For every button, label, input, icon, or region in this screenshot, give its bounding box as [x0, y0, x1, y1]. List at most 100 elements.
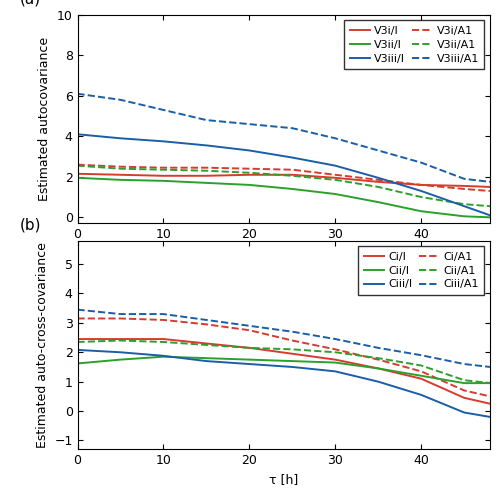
V3i/I	[74, 171, 80, 177]
V3iii/I	[418, 188, 424, 194]
Ci/I	[332, 356, 338, 362]
Cii/A1	[204, 342, 210, 348]
V3i/I	[290, 172, 296, 178]
Ciii/A1	[246, 323, 252, 329]
V3ii/A1	[332, 177, 338, 183]
Ciii/I	[74, 347, 80, 353]
Y-axis label: Estimated auto-cross-covariance: Estimated auto-cross-covariance	[36, 242, 49, 448]
Ciii/I	[246, 361, 252, 367]
V3iii/A1	[332, 136, 338, 141]
Line: V3i/I: V3i/I	[78, 174, 490, 187]
V3iii/A1	[418, 160, 424, 165]
Ciii/A1	[418, 352, 424, 358]
Ci/I	[487, 401, 493, 407]
Line: Cii/I: Cii/I	[78, 356, 490, 383]
V3i/A1	[418, 182, 424, 188]
Cii/A1	[246, 345, 252, 351]
Ci/A1	[246, 327, 252, 333]
X-axis label: τ [h]: τ [h]	[269, 247, 298, 260]
Ci/I	[160, 336, 166, 342]
Line: V3iii/I: V3iii/I	[78, 134, 490, 215]
V3i/A1	[376, 177, 382, 183]
Ciii/I	[290, 364, 296, 370]
Ci/A1	[418, 368, 424, 374]
V3i/I	[118, 172, 124, 178]
Ciii/I	[160, 353, 166, 359]
Ci/I	[290, 351, 296, 356]
V3i/I	[376, 179, 382, 185]
Cii/I	[74, 360, 80, 366]
Ci/A1	[74, 316, 80, 322]
Line: V3ii/A1: V3ii/A1	[78, 165, 490, 206]
V3i/A1	[290, 167, 296, 173]
Cii/A1	[160, 339, 166, 345]
V3ii/A1	[204, 168, 210, 174]
Cii/A1	[461, 377, 467, 383]
Legend: V3i/I, V3ii/I, V3iii/I, V3i/A1, V3ii/A1, V3iii/A1: V3i/I, V3ii/I, V3iii/I, V3i/A1, V3ii/A1,…	[344, 20, 484, 69]
Cii/I	[487, 380, 493, 386]
Ci/I	[118, 336, 124, 342]
Ciii/A1	[160, 311, 166, 317]
V3iii/A1	[160, 107, 166, 113]
V3ii/A1	[246, 170, 252, 176]
V3ii/I	[246, 182, 252, 188]
Ciii/A1	[487, 364, 493, 370]
V3ii/I	[332, 191, 338, 197]
V3iii/A1	[246, 121, 252, 127]
V3iii/I	[74, 131, 80, 137]
Ciii/A1	[118, 311, 124, 317]
V3iii/I	[290, 155, 296, 161]
Ci/A1	[118, 316, 124, 322]
Ci/A1	[160, 317, 166, 323]
Cii/A1	[118, 338, 124, 344]
Ciii/I	[332, 368, 338, 374]
V3iii/I	[487, 212, 493, 218]
V3ii/A1	[160, 167, 166, 173]
Ci/A1	[487, 393, 493, 399]
Ci/I	[204, 341, 210, 347]
V3i/A1	[204, 165, 210, 171]
V3iii/A1	[204, 117, 210, 123]
Ciii/A1	[461, 361, 467, 367]
V3ii/I	[487, 215, 493, 220]
Line: Ci/A1: Ci/A1	[78, 319, 490, 396]
V3ii/I	[118, 177, 124, 183]
V3i/I	[418, 182, 424, 188]
V3ii/I	[418, 208, 424, 214]
Ci/A1	[290, 338, 296, 344]
Cii/I	[204, 355, 210, 361]
Ciii/A1	[376, 345, 382, 351]
V3i/A1	[487, 188, 493, 194]
Ci/A1	[332, 346, 338, 352]
V3i/A1	[118, 164, 124, 169]
V3iii/I	[204, 142, 210, 148]
Ci/A1	[376, 356, 382, 362]
Ciii/I	[487, 414, 493, 420]
Ci/A1	[204, 322, 210, 327]
Cii/I	[461, 380, 467, 386]
V3ii/I	[376, 199, 382, 205]
V3i/I	[461, 183, 467, 189]
Ciii/I	[418, 392, 424, 398]
V3ii/I	[160, 178, 166, 184]
Line: Ciii/A1: Ciii/A1	[78, 310, 490, 367]
V3i/I	[332, 175, 338, 181]
V3i/I	[160, 173, 166, 179]
V3i/I	[246, 172, 252, 178]
V3iii/I	[461, 203, 467, 209]
Text: (b): (b)	[20, 217, 41, 232]
Ciii/A1	[204, 317, 210, 323]
V3i/A1	[246, 166, 252, 172]
Cii/A1	[418, 362, 424, 368]
Cii/I	[160, 354, 166, 359]
V3iii/I	[160, 138, 166, 144]
V3iii/A1	[487, 179, 493, 185]
Ciii/I	[118, 349, 124, 355]
Cii/A1	[290, 346, 296, 352]
Cii/I	[418, 373, 424, 379]
Ci/I	[418, 376, 424, 382]
Cii/A1	[376, 355, 382, 361]
Line: Cii/A1: Cii/A1	[78, 341, 490, 383]
Cii/A1	[74, 339, 80, 345]
Ciii/A1	[290, 329, 296, 335]
